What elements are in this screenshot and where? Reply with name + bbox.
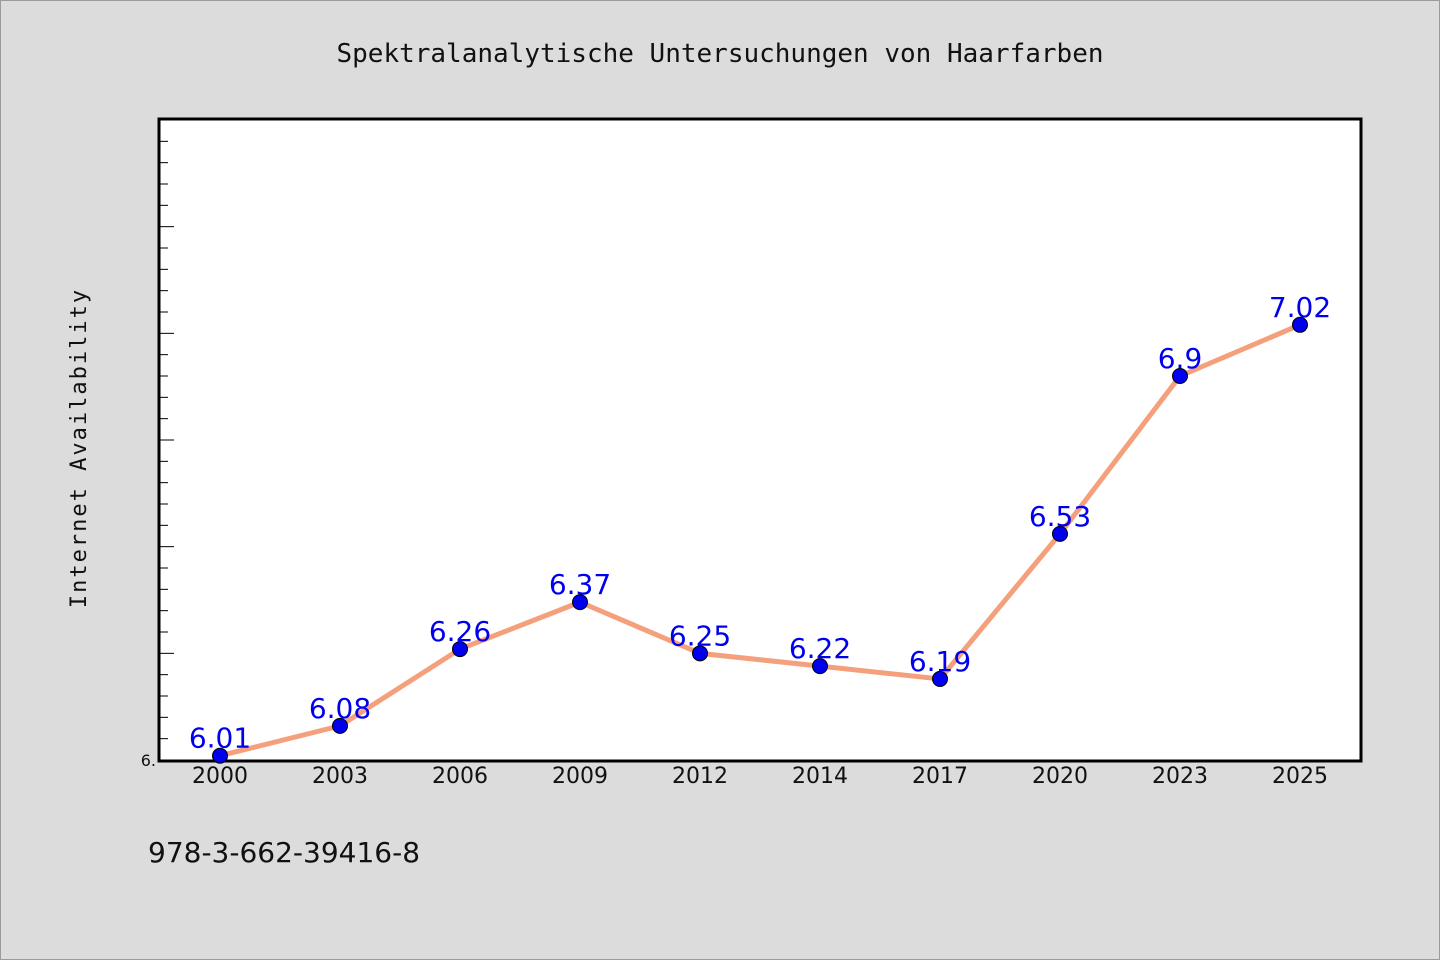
data-point <box>212 747 228 764</box>
data-point <box>1172 368 1188 384</box>
data-point <box>692 645 708 662</box>
x-axis-tick-labels: 2000 2003 2006 2009 2012 2014 2017 2020 2023 2025 <box>192 764 1328 789</box>
x-tick-label: 2009 <box>552 764 608 789</box>
data-point <box>572 594 588 611</box>
data-point <box>452 641 468 658</box>
x-tick-label: 2012 <box>672 764 728 789</box>
data-point <box>812 658 828 675</box>
plot-area <box>157 117 1363 763</box>
data-label: 6.37 <box>549 568 611 601</box>
x-tick-label: 2020 <box>1032 764 1088 789</box>
data-label: 6.26 <box>429 615 491 648</box>
y-axis-label: Internet Availability <box>67 288 92 608</box>
data-label: 6.22 <box>789 632 851 665</box>
data-point <box>1052 525 1068 542</box>
data-point <box>332 717 348 734</box>
data-label: 6.19 <box>909 645 971 678</box>
data-labels: 6.01 6.08 6.26 6.37 6.25 6.22 6.19 6.53 6.9 7.02 <box>189 291 1331 755</box>
y-axis-ticks: 6. <box>141 140 174 770</box>
data-point <box>932 670 948 687</box>
data-label: 6.25 <box>669 619 731 652</box>
isbn-footer: 978-3-662-39416-8 <box>148 836 420 869</box>
data-label: 6.08 <box>309 692 371 725</box>
data-label: 7.02 <box>1269 291 1331 324</box>
x-tick-label: 2003 <box>312 764 368 789</box>
data-label: 6.9 <box>1158 342 1203 375</box>
x-tick-label: 2017 <box>912 764 968 789</box>
series-line <box>217 322 1303 759</box>
x-tick-label: 2025 <box>1272 764 1328 789</box>
data-point-markers <box>212 316 1308 764</box>
y-tick-label: 6. <box>141 751 156 770</box>
data-label: 6.53 <box>1029 500 1091 533</box>
data-point <box>1292 316 1308 333</box>
x-tick-label: 2023 <box>1152 764 1208 789</box>
data-label: 6.01 <box>189 722 251 755</box>
x-tick-label: 2006 <box>432 764 488 789</box>
series-line-group <box>217 322 1303 759</box>
x-tick-label: 2014 <box>792 764 848 789</box>
chart-title: Spektralanalytische Untersuchungen von H… <box>336 39 1103 69</box>
x-tick-label: 2000 <box>192 764 248 789</box>
